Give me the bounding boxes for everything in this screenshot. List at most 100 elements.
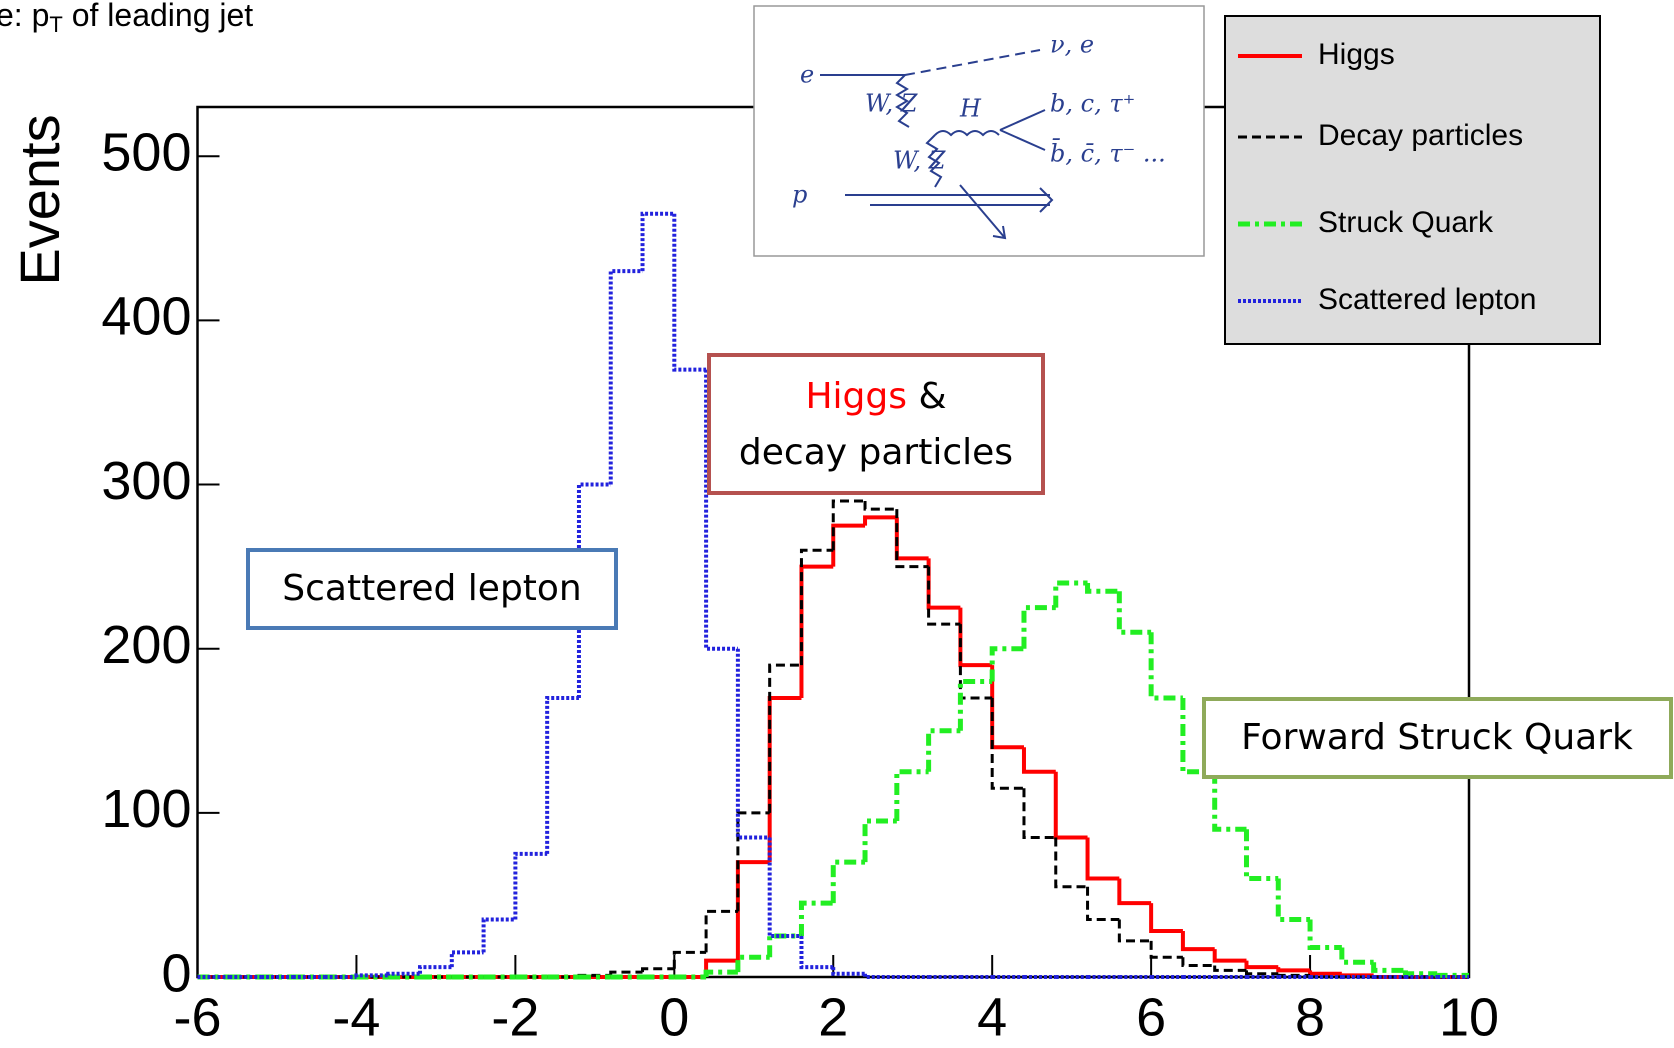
annotation-text: & [918, 376, 946, 417]
histogram-bin [641, 967, 675, 973]
annotation: Forward Struck Quark [1241, 717, 1633, 758]
histogram-bin [863, 500, 897, 511]
histogram-bin [672, 213, 707, 372]
histogram-bin [703, 969, 738, 977]
inset-label: W, Z [893, 147, 947, 175]
histogram-bin [1339, 947, 1374, 965]
annotation: Scattered lepton [282, 568, 582, 609]
histogram-bin [799, 564, 834, 698]
histogram-bin [894, 769, 929, 822]
histogram-bin [958, 607, 993, 668]
legend-label: Scattered lepton [1318, 283, 1536, 316]
histogram-bin [481, 917, 516, 953]
histogram-bin [957, 679, 993, 731]
histogram-bin [672, 950, 707, 969]
histogram-bin [1085, 583, 1120, 594]
histogram-bin [1275, 878, 1311, 923]
histogram-bin [1021, 747, 1056, 774]
histogram-bin [1149, 903, 1183, 934]
histogram-bin [767, 933, 802, 958]
annotation-box [707, 353, 1045, 495]
histogram-bin [1371, 962, 1406, 973]
y-tick-label: 300 [101, 451, 191, 511]
histogram-bin [1276, 967, 1311, 973]
inset-label: ν, e [1050, 31, 1094, 59]
x-tick-label: 0 [659, 987, 689, 1043]
histogram-bin [798, 900, 834, 936]
x-tick-label: 6 [1136, 987, 1166, 1043]
histogram-bin [1181, 957, 1215, 968]
histogram-bin [894, 517, 929, 561]
x-tick-label: 8 [1295, 987, 1325, 1043]
histogram-bin [354, 973, 389, 978]
y-tick-label: 500 [101, 123, 191, 183]
histogram-bin [799, 935, 834, 970]
annotation-box [246, 548, 618, 630]
histogram-bin [927, 566, 961, 626]
histogram-bin [1212, 949, 1247, 963]
histogram-bin [767, 695, 802, 863]
legend-label: Decay particles [1318, 119, 1523, 152]
x-tick-label: -6 [173, 987, 221, 1043]
inset-label: b, c, τ⁺ [1050, 90, 1135, 118]
title: e: pT of leading jet [0, 0, 253, 37]
histogram-bin [640, 211, 675, 272]
x-tick-label: 10 [1439, 987, 1499, 1043]
histogram-bin [1116, 591, 1152, 635]
histogram-bin [608, 269, 643, 485]
title-subscript: T [49, 12, 62, 37]
annotation: Higgs & [805, 376, 946, 417]
histogram-bin [895, 509, 929, 569]
histogram-bin [1148, 632, 1183, 701]
ticks: 0 100 200 300 400 500 -6 -4 -2 0 2 4 6 8 10 [101, 123, 1499, 1048]
histogram-bin [1117, 919, 1152, 943]
histogram-bin [735, 648, 770, 840]
histogram-bin [1085, 837, 1120, 881]
histogram-bin [609, 970, 643, 976]
histogram-bin [1243, 829, 1279, 882]
x-tick-label: 4 [977, 987, 1007, 1043]
histogram-bin [418, 965, 452, 974]
histogram-bin [926, 728, 961, 772]
histogram-bin [545, 695, 579, 854]
histogram-bin [1212, 771, 1247, 832]
histogram-bin [704, 369, 738, 651]
histogram-bin [1213, 965, 1247, 972]
histogram-bin [1086, 886, 1120, 922]
histogram-bin [990, 665, 1024, 750]
inset-lines [820, 49, 1054, 240]
histogram-bin [863, 973, 897, 979]
histogram-bin [1180, 931, 1215, 952]
legend: Higgs Decay particles Struck Quark Scattere… [1224, 15, 1601, 345]
histogram-bin [831, 967, 866, 976]
inset-label: e [800, 61, 814, 89]
annotation: decay particles [739, 432, 1013, 473]
legend-frame [1224, 15, 1601, 345]
histogram-bin [736, 811, 770, 912]
histogram-bin [990, 697, 1024, 790]
y-tick-label: 100 [101, 779, 191, 839]
histogram-bin [831, 523, 866, 567]
histogram-bin [989, 646, 1024, 682]
x-tick-label: 2 [818, 987, 848, 1043]
histogram-bin [831, 499, 866, 551]
title-text: e: p [0, 0, 49, 33]
inset-label: b̄, c̄, τ⁻ ... [1050, 138, 1166, 167]
histogram-bin [1053, 580, 1088, 608]
histogram-bin [1149, 940, 1183, 959]
inset-diagram: e ν, e W, Z H b, c, τ⁺ b̄, c̄, τ⁻ ... W,… [753, 5, 1205, 257]
histogram-bin [1053, 771, 1088, 840]
histogram-bin [1054, 837, 1088, 889]
histogram-bin [513, 851, 548, 920]
inset-label: p [792, 181, 807, 209]
histogram-bin [386, 971, 421, 976]
x-tick-label: -4 [332, 987, 380, 1043]
histogram-bin [799, 548, 834, 666]
histogram-bin [830, 859, 866, 904]
series-group [197, 211, 1469, 980]
legend-label: Higgs [1318, 38, 1395, 71]
histogram-bin [926, 558, 961, 610]
histogram-bin [735, 860, 770, 961]
title-text: of leading jet [63, 0, 253, 33]
